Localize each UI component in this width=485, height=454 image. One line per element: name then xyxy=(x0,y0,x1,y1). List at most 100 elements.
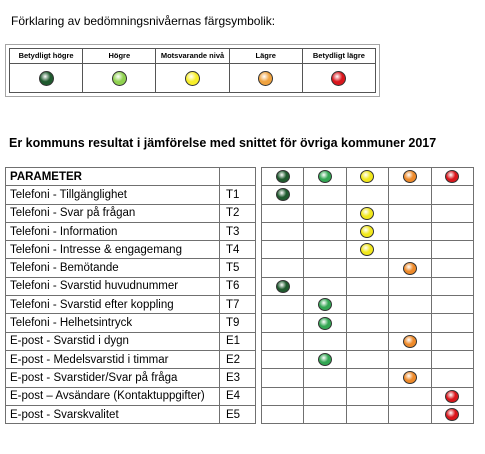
table-row: E-post - Medelsvarstid i timmar E2 xyxy=(5,349,474,370)
level-cell xyxy=(345,404,390,425)
header-level-dot-icon xyxy=(402,170,417,184)
parameter-name: Telefoni - Tillgänglighet xyxy=(5,185,220,205)
legend-label: Betydligt lägre xyxy=(302,49,376,64)
level-cell xyxy=(388,295,432,315)
parameter-code: E5 xyxy=(219,404,256,425)
level-cell xyxy=(303,240,347,260)
level-cell xyxy=(388,331,432,351)
result-dot-icon xyxy=(402,261,417,275)
level-cell xyxy=(430,203,474,223)
level-cell xyxy=(260,221,305,242)
header-level-cell xyxy=(303,166,347,187)
result-dot-icon xyxy=(318,316,333,330)
result-dot-icon xyxy=(402,334,417,348)
level-cell xyxy=(388,185,432,205)
level-cell xyxy=(260,368,305,388)
parameter-code: T7 xyxy=(219,295,256,315)
level-cell xyxy=(303,386,347,406)
table-header-row: PARAMETER xyxy=(5,166,474,187)
level-cell xyxy=(388,221,432,242)
legend-cell: Betydligt högre xyxy=(10,49,84,92)
level-cell xyxy=(345,276,390,297)
level-cell xyxy=(345,295,390,315)
table-row: Telefoni - Svarstid huvudnummer T6 xyxy=(5,276,474,297)
table-row: E-post – Avsändare (Kontaktuppgifter) E4 xyxy=(5,386,474,406)
level-cell xyxy=(303,349,347,370)
level-cell xyxy=(303,368,347,388)
legend-label: Betydligt högre xyxy=(10,49,83,64)
level-cell xyxy=(345,386,390,406)
parameter-name: E-post - Medelsvarstid i timmar xyxy=(5,349,220,370)
level-cell xyxy=(260,349,305,370)
level-cell xyxy=(388,349,432,370)
level-cell xyxy=(430,258,474,278)
level-cell xyxy=(430,185,474,205)
level-cell xyxy=(260,258,305,278)
legend-cell: Lägre xyxy=(229,49,303,92)
legend-cell: Betydligt lägre xyxy=(302,49,376,92)
legend-cell: Högre xyxy=(83,49,157,92)
level-cell xyxy=(260,185,305,205)
level-cell xyxy=(260,386,305,406)
level-cell xyxy=(303,295,347,315)
header-parameter: PARAMETER xyxy=(5,166,220,187)
level-cell xyxy=(260,203,305,223)
level-cell xyxy=(430,368,474,388)
legend-dot-icon xyxy=(258,70,274,86)
result-dot-icon xyxy=(275,188,290,202)
table-row: Telefoni - Information T3 xyxy=(5,221,474,242)
table-row: Telefoni - Bemötande T5 xyxy=(5,258,474,278)
result-dot-icon xyxy=(318,353,333,367)
table-row: Telefoni - Svar på frågan T2 xyxy=(5,203,474,223)
legend-dot-icon xyxy=(331,70,347,86)
parameter-code: T2 xyxy=(219,203,256,223)
level-cell xyxy=(303,203,347,223)
header-level-dot-icon xyxy=(318,170,333,184)
parameter-name: Telefoni - Information xyxy=(5,221,220,242)
table-row: E-post - Svarstider/Svar på fråga E3 xyxy=(5,368,474,388)
level-cell xyxy=(303,331,347,351)
level-cell xyxy=(345,349,390,370)
parameter-code: T9 xyxy=(219,313,256,333)
legend-table: Betydligt högre Högre Motsvarande nivå Lägr… xyxy=(5,44,380,97)
level-cell xyxy=(388,276,432,297)
level-cell xyxy=(260,404,305,425)
level-cell xyxy=(345,240,390,260)
parameter-code: E1 xyxy=(219,331,256,351)
level-cell xyxy=(388,404,432,425)
legend-cell: Motsvarande nivå xyxy=(156,49,230,92)
level-cell xyxy=(430,349,474,370)
level-cell xyxy=(303,404,347,425)
level-cell xyxy=(430,386,474,406)
level-cell xyxy=(260,313,305,333)
legend-row: Betydligt högre Högre Motsvarande nivå Lägr… xyxy=(9,48,376,93)
header-code xyxy=(219,166,256,187)
legend-dot-icon xyxy=(38,70,54,86)
header-level-cell xyxy=(430,166,474,187)
result-dot-icon xyxy=(360,206,375,220)
level-cell xyxy=(260,276,305,297)
level-cell xyxy=(430,240,474,260)
table-row: Telefoni - Tillgänglighet T1 xyxy=(5,185,474,205)
level-cell xyxy=(303,185,347,205)
header-level-cell xyxy=(260,166,305,187)
level-cell xyxy=(430,404,474,425)
table-row: E-post - Svarskvalitet E5 xyxy=(5,404,474,425)
parameter-name: Telefoni - Svarstid efter koppling xyxy=(5,295,220,315)
parameter-code: T4 xyxy=(219,240,256,260)
table-row: Telefoni - Svarstid efter koppling T7 xyxy=(5,295,474,315)
level-cell xyxy=(430,313,474,333)
parameter-name: E-post – Avsändare (Kontaktuppgifter) xyxy=(5,386,220,406)
legend-label: Lägre xyxy=(229,49,302,64)
comparison-table: PARAMETER Telefoni - Tillgänglighet T1 Tele… xyxy=(5,166,474,425)
parameter-name: Telefoni - Svarstid huvudnummer xyxy=(5,276,220,297)
result-dot-icon xyxy=(360,243,375,257)
header-level-dot-icon xyxy=(360,170,375,184)
parameter-name: Telefoni - Helhetsintryck xyxy=(5,313,220,333)
result-dot-icon xyxy=(360,225,375,239)
level-cell xyxy=(345,313,390,333)
level-cell xyxy=(260,295,305,315)
level-cell xyxy=(345,221,390,242)
level-cell xyxy=(303,313,347,333)
legend-title: Förklaring av bedömningsnivåernas färgsy… xyxy=(11,14,276,28)
